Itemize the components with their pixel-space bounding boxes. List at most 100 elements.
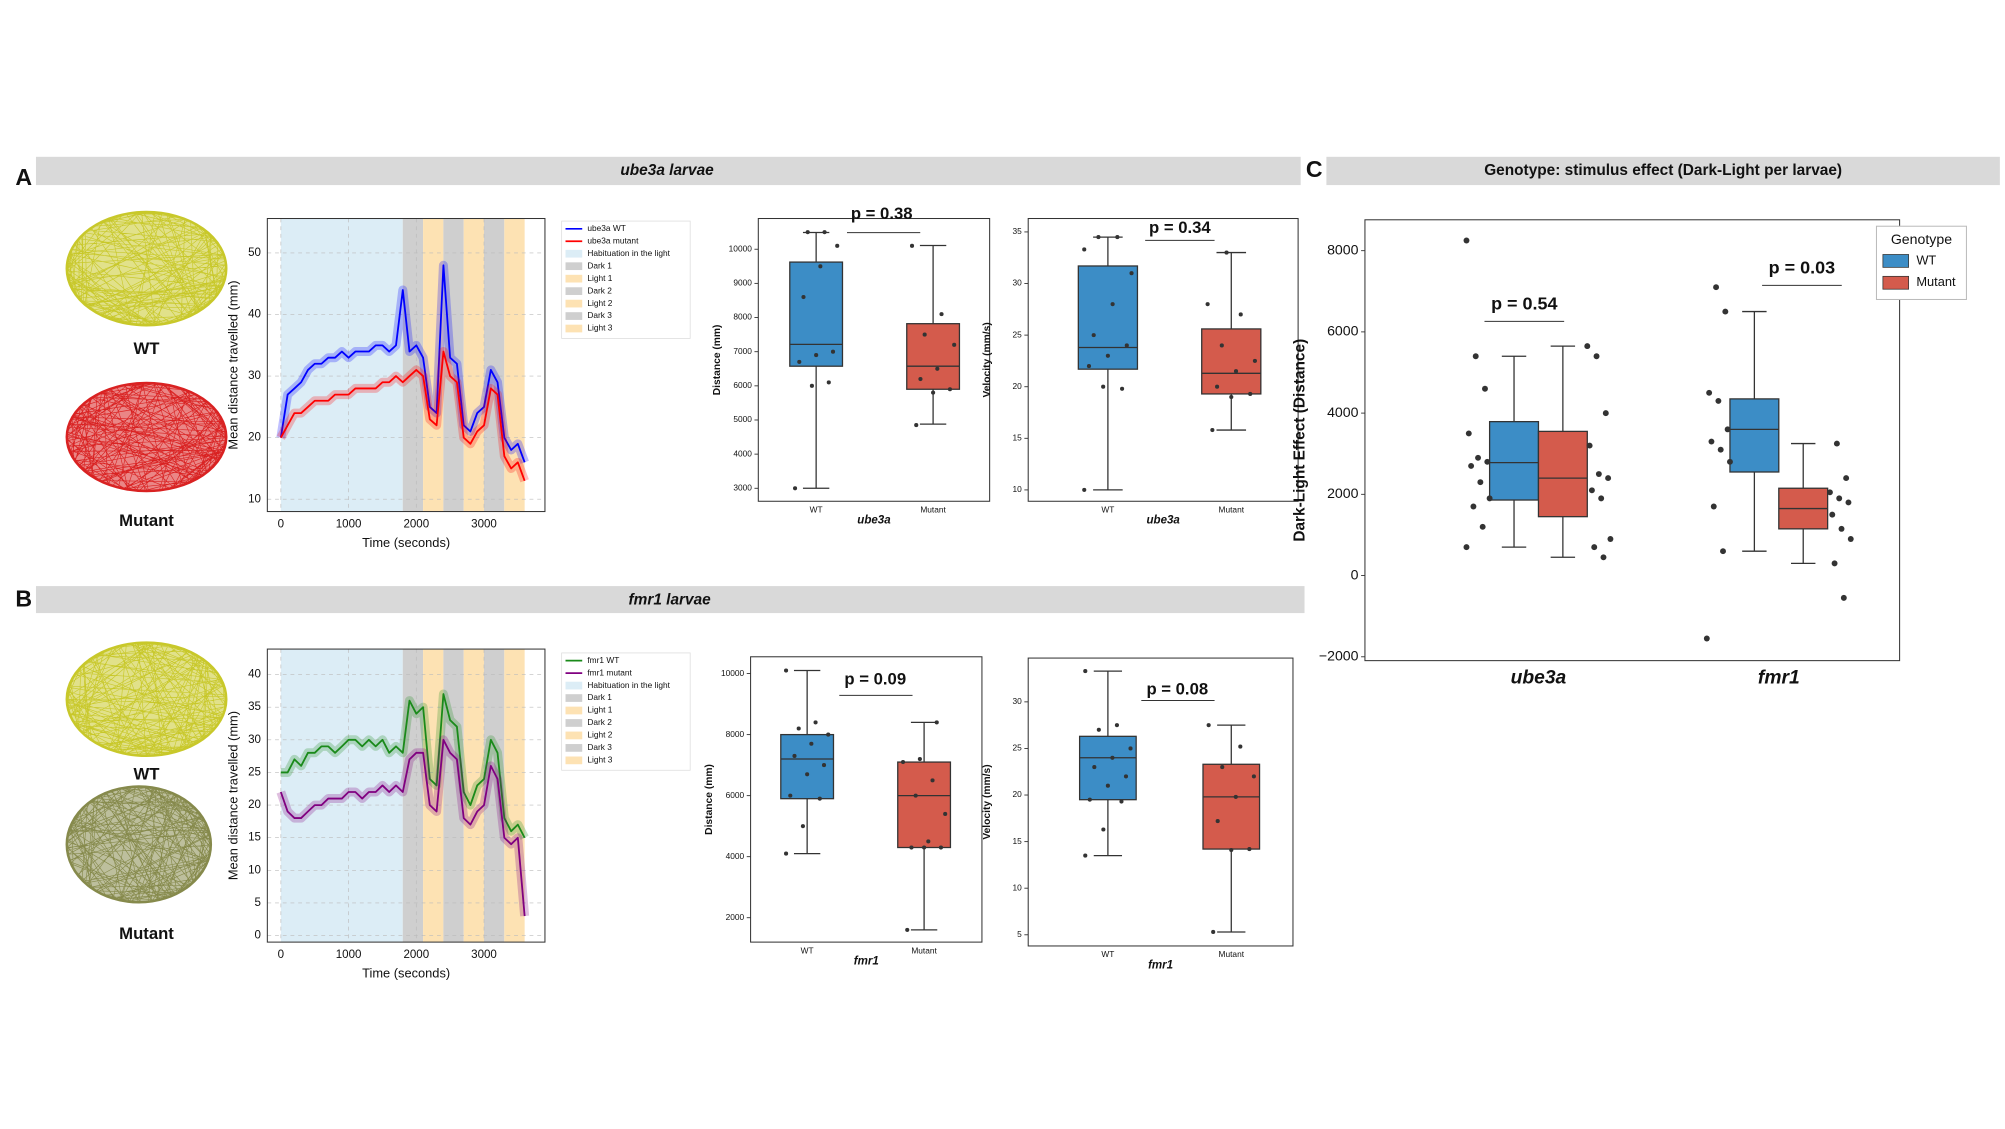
point <box>922 845 927 850</box>
point <box>1247 847 1252 852</box>
point <box>900 760 906 765</box>
y-tick-label: 0 <box>1351 566 1359 582</box>
period-band <box>402 218 424 512</box>
y-tick-label: 40 <box>248 309 261 321</box>
point <box>835 243 840 248</box>
genotype-label: Mutant <box>119 924 174 943</box>
point <box>826 380 831 385</box>
point <box>1115 235 1120 240</box>
point <box>1083 669 1088 674</box>
period-band <box>402 649 424 943</box>
point <box>1238 312 1243 317</box>
point <box>792 753 797 759</box>
point <box>952 342 957 347</box>
point <box>1114 723 1119 728</box>
point <box>1602 410 1609 417</box>
legend-swatch <box>565 756 583 765</box>
legend-title: Genotype <box>1891 231 1952 247</box>
point <box>1251 774 1256 779</box>
y-tick-label: 15 <box>248 832 261 844</box>
point <box>1826 489 1833 496</box>
point <box>784 851 789 856</box>
y-tick-label: 8000 <box>733 312 752 322</box>
point <box>1591 544 1598 551</box>
point <box>918 376 923 382</box>
point <box>784 668 789 673</box>
genotype-label: Mutant <box>119 511 174 530</box>
y-tick-label: 6000 <box>1327 323 1359 339</box>
legend-swatch <box>565 299 583 308</box>
legend-swatch <box>565 694 583 702</box>
plot-frame <box>1364 219 1901 662</box>
y-tick-label: 10 <box>248 493 261 505</box>
y-tick-label: 2000 <box>726 912 745 922</box>
legend-label: Dark 3 <box>587 742 612 752</box>
point <box>1717 446 1724 453</box>
point <box>1484 458 1491 465</box>
arena-edge <box>65 381 228 493</box>
point <box>1479 523 1486 530</box>
x-axis-label: Time (seconds) <box>362 966 450 981</box>
point <box>818 264 823 269</box>
point <box>939 312 944 317</box>
point <box>909 243 915 248</box>
legend-frame <box>561 220 691 339</box>
point <box>931 390 936 395</box>
box <box>1201 328 1262 395</box>
period-band <box>504 218 525 512</box>
point <box>1715 397 1722 404</box>
x-tick-label: Mutant <box>911 945 937 955</box>
point <box>1482 385 1488 392</box>
y-tick-label: 8000 <box>1327 241 1359 257</box>
x-axis-label: ube3a <box>1146 515 1180 527</box>
p-value: p = 0.08 <box>1146 680 1208 699</box>
y-tick-label: 4000 <box>733 448 752 458</box>
point <box>1252 358 1257 363</box>
panel-title: ube3a larvae <box>620 162 714 179</box>
panel-label: C <box>1306 156 1323 182</box>
series-line <box>279 264 526 463</box>
p-value: p = 0.54 <box>1491 293 1557 313</box>
x-tick-label: Mutant <box>920 504 946 514</box>
point <box>1713 284 1720 291</box>
point <box>926 839 931 844</box>
arena-edge <box>65 641 228 758</box>
panel-header <box>35 156 1301 186</box>
point <box>1219 343 1224 348</box>
legend-label: fmr1 WT <box>587 655 619 665</box>
x-tick-label: 0 <box>278 518 284 530</box>
point <box>809 383 814 388</box>
legend-swatch <box>565 274 583 283</box>
legend-label: Habituation in the light <box>587 680 670 690</box>
legend-swatch <box>565 706 583 715</box>
legend-label: Dark 2 <box>587 285 612 295</box>
point <box>1829 511 1836 518</box>
y-tick-label: 0 <box>254 930 260 942</box>
y-tick-label: 30 <box>248 734 261 746</box>
point <box>1843 475 1850 482</box>
point <box>1584 343 1591 350</box>
y-tick-label: 25 <box>1012 329 1022 339</box>
y-tick-label: 4000 <box>1327 404 1359 420</box>
legend-label: Dark 3 <box>587 310 612 320</box>
y-tick-label: 20 <box>1012 381 1022 391</box>
point <box>1110 302 1115 307</box>
legend-label: fmr1 mutant <box>587 667 632 677</box>
period-band <box>423 649 444 943</box>
point <box>801 294 806 300</box>
plot-frame <box>757 217 991 502</box>
point <box>1210 428 1215 433</box>
x-tick-label: WT <box>1101 949 1114 959</box>
point <box>1105 783 1110 788</box>
point <box>1703 635 1710 642</box>
panel-label: A <box>15 164 32 190</box>
box <box>1202 763 1261 850</box>
x-axis-label: fmr1 <box>854 955 879 967</box>
point <box>934 720 939 725</box>
legend-label: Light 3 <box>587 755 612 765</box>
point <box>1096 727 1101 732</box>
y-tick-label: 35 <box>248 701 261 713</box>
period-band <box>484 218 505 512</box>
x-tick-label: 1000 <box>336 949 362 961</box>
y-axis-label: Velocity (mm/s) <box>982 764 993 839</box>
